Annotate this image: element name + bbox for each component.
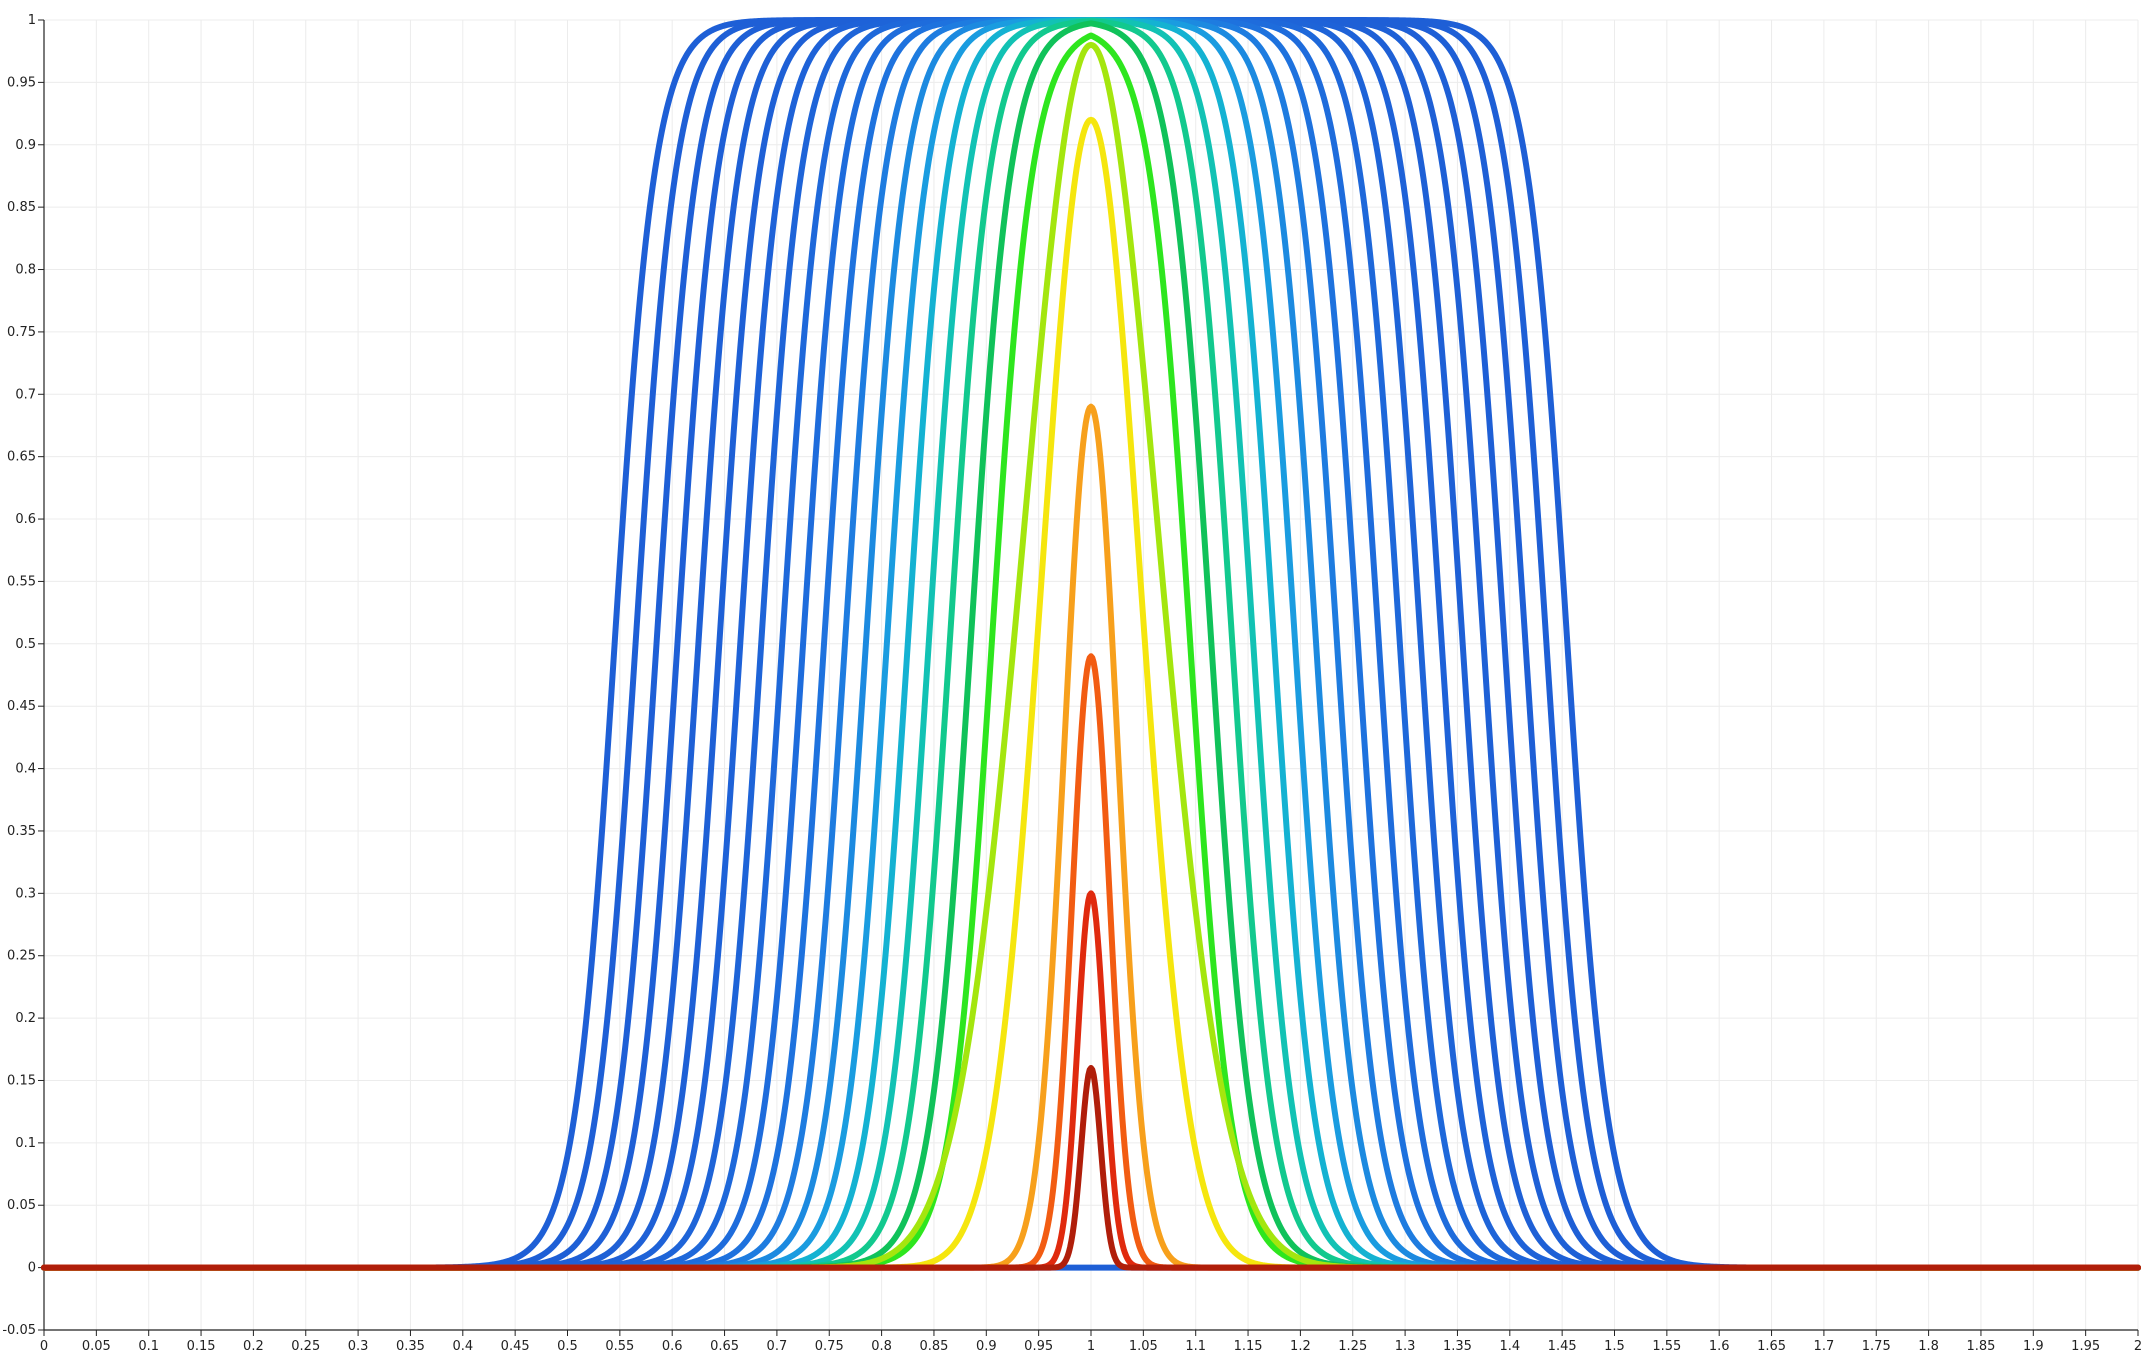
x-tick-label: 1.65 (1757, 1339, 1786, 1350)
y-tick-label: -0.05 (2, 1323, 36, 1338)
x-tick-label: 1.4 (1499, 1339, 1520, 1350)
x-tick-label: 0.95 (1024, 1339, 1053, 1350)
x-tick-label: 0.45 (501, 1339, 530, 1350)
x-tick-label: 1.9 (2023, 1339, 2044, 1350)
x-tick-label: 0.8 (871, 1339, 892, 1350)
y-tick-label: 0.4 (15, 762, 36, 777)
x-tick-label: 0.5 (557, 1339, 578, 1350)
x-tick-label: 1.7 (1814, 1339, 1835, 1350)
y-tick-label: 0.35 (7, 824, 36, 839)
y-tick-label: 0.75 (7, 325, 36, 340)
y-tick-label: 0.8 (15, 263, 36, 278)
x-tick-label: 1.55 (1652, 1339, 1681, 1350)
x-tick-label: 1.85 (1966, 1339, 1995, 1350)
x-tick-label: 0.6 (662, 1339, 683, 1350)
y-tick-label: 0.45 (7, 699, 36, 714)
y-tick-label: 0.05 (7, 1198, 36, 1213)
x-tick-label: 1.05 (1129, 1339, 1158, 1350)
x-tick-label: 0.2 (243, 1339, 264, 1350)
y-tick-label: 0.55 (7, 574, 36, 589)
x-tick-label: 1.25 (1338, 1339, 1367, 1350)
x-tick-label: 0.85 (919, 1339, 948, 1350)
x-tick-label: 0.1 (138, 1339, 159, 1350)
x-tick-label: 0.75 (815, 1339, 844, 1350)
y-tick-label: 0.5 (15, 637, 36, 652)
x-tick-label: 0.4 (452, 1339, 473, 1350)
x-tick-label: 0.25 (291, 1339, 320, 1350)
x-tick-label: 1.75 (1862, 1339, 1891, 1350)
x-tick-label: 1.15 (1234, 1339, 1263, 1350)
x-tick-label: 0.05 (82, 1339, 111, 1350)
x-tick-label: 1.2 (1290, 1339, 1311, 1350)
y-tick-label: 0.25 (7, 949, 36, 964)
y-tick-label: 1 (28, 13, 36, 28)
y-tick-label: 0.9 (15, 138, 36, 153)
y-tick-label: 0.3 (15, 886, 36, 901)
x-tick-label: 1.45 (1548, 1339, 1577, 1350)
x-tick-label: 0 (40, 1339, 48, 1350)
x-tick-label: 1.3 (1395, 1339, 1416, 1350)
y-tick-label: 0.85 (7, 200, 36, 215)
x-tick-label: 0.3 (348, 1339, 369, 1350)
y-tick-label: 0.65 (7, 450, 36, 465)
y-tick-label: 0 (28, 1261, 36, 1276)
x-tick-label: 1.1 (1185, 1339, 1206, 1350)
y-tick-label: 0.1 (15, 1136, 36, 1151)
x-tick-label: 1.6 (1709, 1339, 1730, 1350)
x-tick-label: 1.5 (1604, 1339, 1625, 1350)
x-tick-label: 0.35 (396, 1339, 425, 1350)
x-tick-label: 0.9 (976, 1339, 997, 1350)
x-tick-label: 0.65 (710, 1339, 739, 1350)
grid (43, 19, 2139, 1331)
x-tick-label: 1.95 (2071, 1339, 2100, 1350)
series-group (41, 17, 2141, 1271)
x-tick-label: 1 (1087, 1339, 1095, 1350)
x-tick-label: 0.7 (767, 1339, 788, 1350)
y-tick-label: 0.6 (15, 512, 36, 527)
series-line (41, 1065, 2141, 1271)
x-tick-label: 1.35 (1443, 1339, 1472, 1350)
y-tick-label: 0.15 (7, 1073, 36, 1088)
x-tick-label: 0.15 (187, 1339, 216, 1350)
x-tick-label: 0.55 (605, 1339, 634, 1350)
x-tick-label: 2 (2134, 1339, 2142, 1350)
y-tick-label: 0.95 (7, 75, 36, 90)
x-tick-label: 1.8 (1918, 1339, 1939, 1350)
y-tick-label: 0.2 (15, 1011, 36, 1026)
y-tick-label: 0.7 (15, 387, 36, 402)
